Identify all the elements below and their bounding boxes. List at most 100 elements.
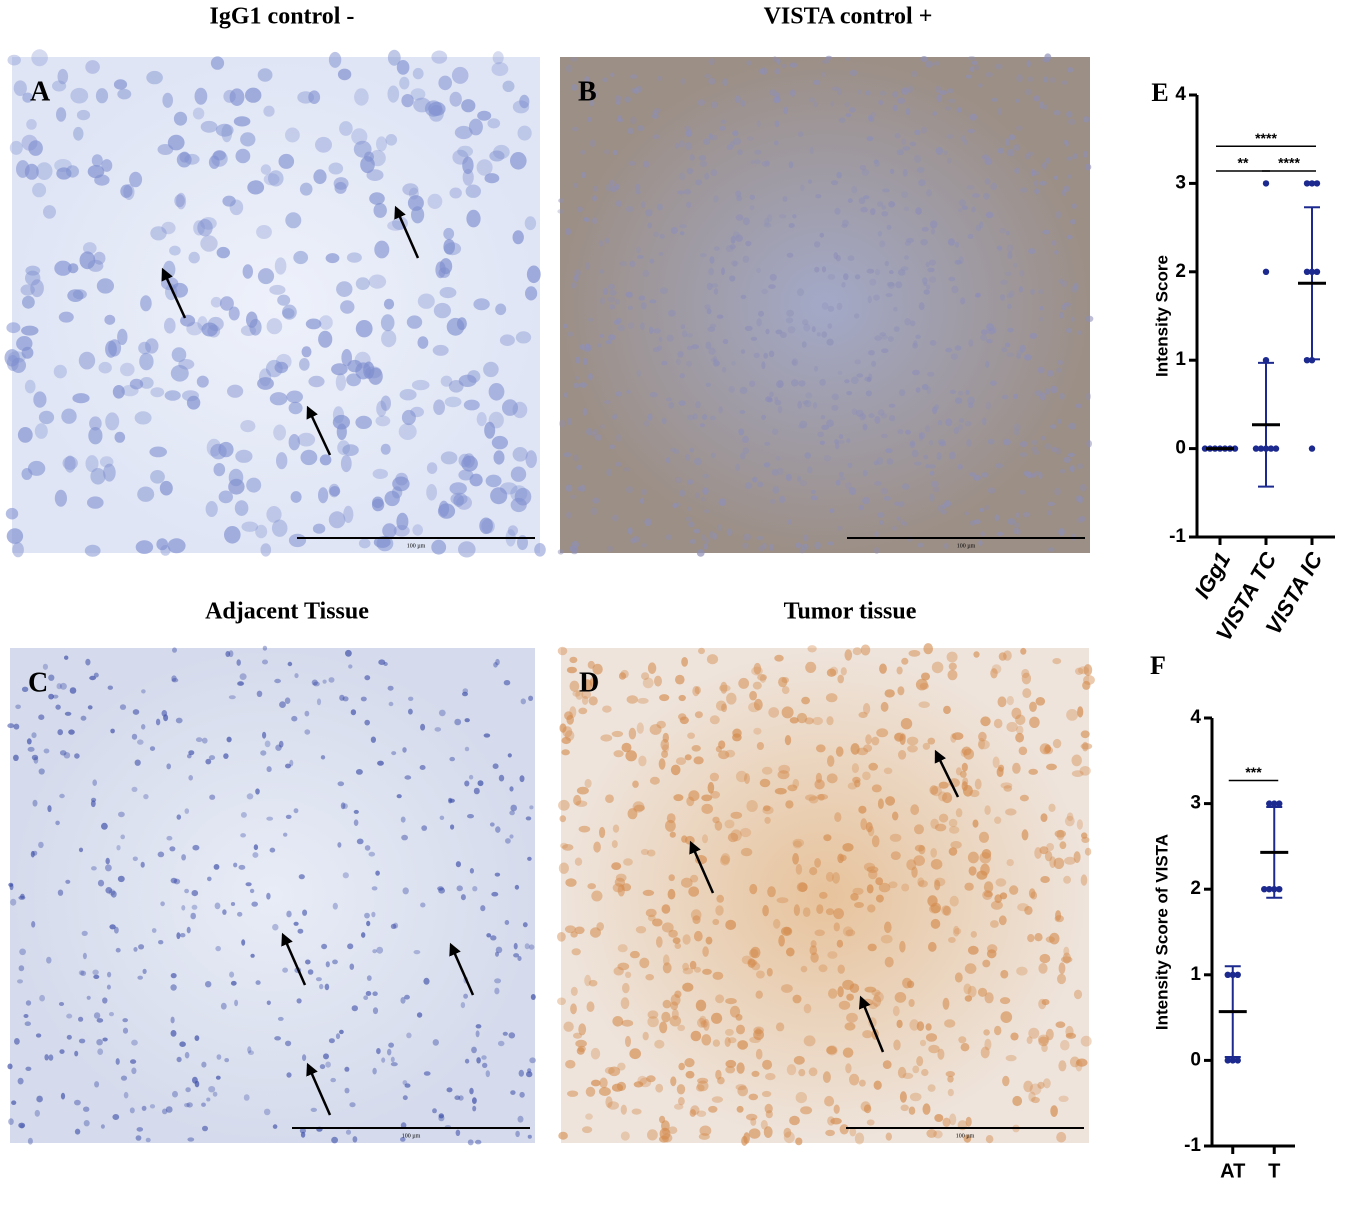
nucleus: [1038, 1034, 1050, 1044]
nucleus: [1013, 263, 1018, 268]
nucleus: [629, 260, 636, 268]
data-point: [1261, 886, 1268, 893]
nucleus: [185, 1087, 191, 1093]
nucleus: [184, 1103, 190, 1108]
nucleus: [269, 847, 276, 853]
nucleus: [868, 114, 873, 122]
nucleus: [783, 1131, 795, 1144]
nucleus: [434, 727, 442, 732]
nucleus: [504, 920, 510, 925]
nucleus: [611, 840, 618, 849]
nucleus: [285, 1040, 292, 1047]
nucleus: [38, 714, 45, 720]
nucleus: [855, 409, 864, 417]
nucleus: [388, 1042, 394, 1048]
nucleus: [288, 401, 303, 415]
nucleus: [222, 909, 227, 915]
nucleus: [692, 686, 700, 697]
nucleus: [984, 178, 991, 185]
nucleus: [489, 150, 505, 162]
nucleus: [374, 240, 390, 259]
nucleus: [814, 858, 821, 868]
nucleus: [713, 246, 720, 251]
nucleus: [1058, 962, 1066, 975]
nucleus: [864, 986, 877, 993]
nucleus: [737, 1040, 749, 1050]
nucleus: [605, 339, 613, 345]
nucleus: [814, 266, 820, 273]
nucleus: [930, 859, 943, 870]
nucleus: [954, 259, 962, 265]
nucleus: [120, 834, 125, 840]
nucleus: [266, 816, 274, 821]
nucleus: [376, 1048, 381, 1055]
nucleus: [894, 501, 900, 506]
nucleus: [1044, 388, 1050, 395]
nucleus: [1070, 219, 1076, 225]
nucleus: [297, 928, 304, 934]
nucleus: [693, 528, 701, 534]
nucleus: [328, 1038, 335, 1044]
nucleus: [985, 401, 991, 410]
nucleus: [525, 450, 537, 468]
nucleus: [131, 1067, 137, 1075]
nucleus: [752, 681, 762, 690]
nucleus: [963, 748, 974, 760]
nucleus: [819, 232, 825, 238]
nucleus: [635, 183, 641, 191]
nucleus: [756, 120, 761, 128]
nucleus: [858, 805, 867, 814]
nucleus: [605, 794, 614, 803]
nucleus: [819, 440, 826, 445]
nucleus: [1043, 76, 1049, 83]
nucleus: [288, 434, 300, 451]
nucleus: [708, 58, 715, 66]
nucleus: [197, 219, 213, 237]
nucleus: [213, 463, 226, 477]
nucleus: [792, 838, 805, 848]
nucleus: [200, 235, 218, 252]
nucleus: [406, 315, 423, 329]
nucleus: [735, 1084, 747, 1091]
nucleus: [750, 946, 761, 959]
nucleus: [145, 338, 159, 354]
nucleus: [706, 308, 712, 315]
nucleus: [97, 879, 105, 887]
nucleus: [966, 185, 975, 190]
nucleus: [647, 1010, 659, 1019]
nucleus: [965, 1116, 972, 1127]
nucleus: [679, 140, 685, 148]
nucleus: [165, 1106, 173, 1113]
nucleus: [240, 420, 256, 433]
nucleus: [80, 970, 87, 976]
nucleus: [821, 424, 829, 430]
nucleus: [381, 1057, 386, 1063]
nucleus: [944, 1019, 956, 1028]
nucleus: [578, 707, 588, 715]
nucleus: [903, 206, 910, 212]
nucleus: [340, 454, 352, 473]
nucleus: [401, 834, 408, 841]
nucleus: [146, 70, 163, 85]
nucleus: [285, 814, 292, 820]
nucleus: [372, 991, 378, 996]
nucleus: [175, 717, 183, 724]
nucleus: [569, 706, 577, 718]
nucleus: [825, 871, 834, 882]
nucleus: [32, 799, 38, 807]
nucleus: [663, 954, 670, 966]
data-point: [1229, 1057, 1236, 1064]
nucleus: [1030, 168, 1036, 177]
panel-title: Tumor tissue: [784, 599, 917, 625]
nucleus: [827, 305, 835, 312]
nucleus: [833, 1104, 840, 1114]
nucleus: [476, 1057, 481, 1064]
nucleus: [957, 390, 964, 396]
nucleus: [942, 1117, 951, 1128]
nucleus: [626, 486, 634, 494]
nucleus: [674, 1103, 684, 1110]
nucleus: [812, 402, 818, 409]
nucleus: [670, 447, 677, 452]
nucleus: [592, 185, 599, 192]
nucleus: [460, 1002, 466, 1009]
